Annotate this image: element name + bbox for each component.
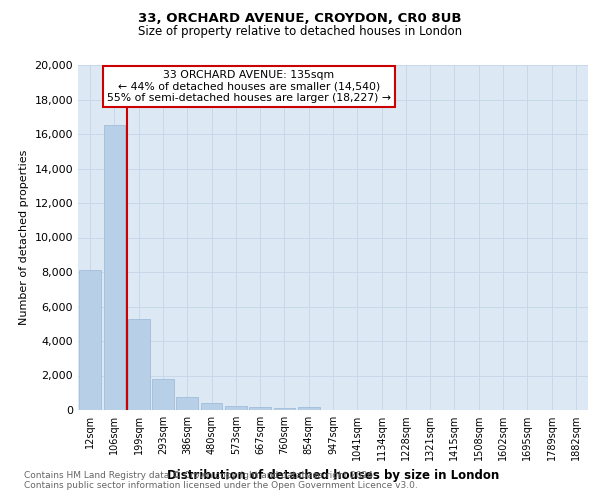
Bar (128, 318, 149, 410)
Text: Contains HM Land Registry data © Crown copyright and database right 2024.: Contains HM Land Registry data © Crown c… (24, 471, 376, 480)
X-axis label: Distribution of detached houses by size in London: Distribution of detached houses by size … (167, 468, 499, 481)
Text: 33, ORCHARD AVENUE, CROYDON, CR0 8UB: 33, ORCHARD AVENUE, CROYDON, CR0 8UB (138, 12, 462, 26)
Bar (298, 407, 320, 410)
Y-axis label: Number of detached properties: Number of detached properties (19, 150, 29, 325)
Text: Size of property relative to detached houses in London: Size of property relative to detached ho… (138, 25, 462, 38)
Text: Contains public sector information licensed under the Open Government Licence v3: Contains public sector information licen… (24, 481, 418, 490)
Bar (104, 126, 125, 410)
Bar (79, 270, 101, 410)
Bar (249, 407, 271, 410)
Bar (176, 397, 198, 410)
Bar (225, 406, 247, 410)
Bar (152, 379, 174, 410)
Text: 33 ORCHARD AVENUE: 135sqm
← 44% of detached houses are smaller (14,540)
55% of s: 33 ORCHARD AVENUE: 135sqm ← 44% of detac… (107, 70, 391, 103)
Bar (274, 408, 295, 410)
Bar (200, 404, 223, 410)
